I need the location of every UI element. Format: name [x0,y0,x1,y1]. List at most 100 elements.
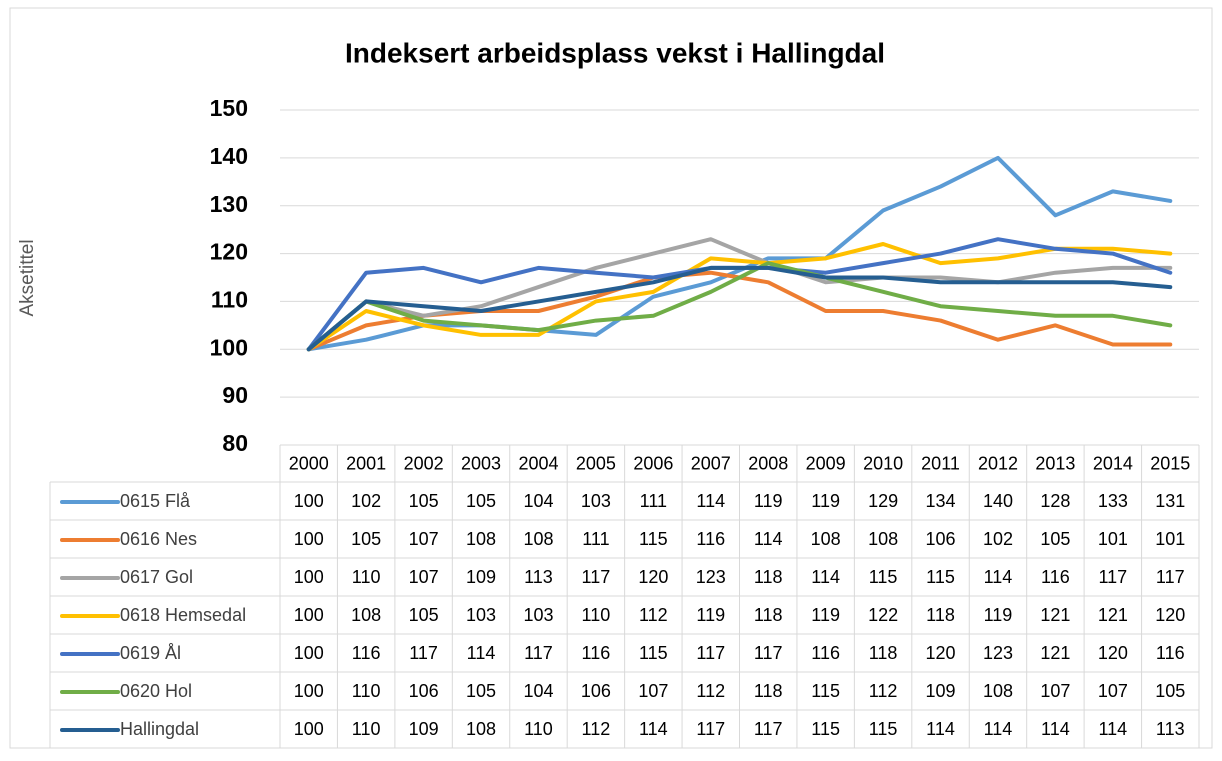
table-value: 117 [409,643,438,663]
table-value: 117 [582,567,611,587]
x-tick-label: 2009 [806,453,846,473]
table-value: 121 [1040,643,1070,663]
table-value: 120 [926,643,956,663]
table-value: 100 [294,719,324,739]
table-value: 110 [524,719,553,739]
table-value: 118 [754,681,783,701]
table-value: 114 [639,719,668,739]
table-value: 114 [1098,719,1127,739]
table-value: 117 [1156,567,1185,587]
table-value: 115 [639,529,668,549]
table-value: 133 [1098,491,1128,511]
table-value: 103 [581,491,611,511]
table-value: 114 [1041,719,1070,739]
legend-label: Hallingdal [120,719,199,739]
table-value: 121 [1098,605,1128,625]
table-value: 112 [869,681,898,701]
table-value: 119 [811,491,840,511]
chart-title: Indeksert arbeidsplass vekst i Hallingda… [345,37,885,68]
table-value: 117 [754,643,783,663]
y-tick-label: 90 [222,382,248,408]
table-value: 112 [696,681,725,701]
x-tick-label: 2015 [1150,453,1190,473]
x-tick-label: 2012 [978,453,1018,473]
table-value: 129 [868,491,898,511]
table-value: 105 [351,529,381,549]
table-value: 105 [466,681,496,701]
table-value: 140 [983,491,1013,511]
table-value: 120 [1098,643,1128,663]
table-value: 108 [523,529,553,549]
table-value: 116 [582,643,611,663]
table-value: 117 [696,719,725,739]
table-value: 107 [1040,681,1070,701]
series-line [306,265,1173,352]
table-value: 119 [811,605,840,625]
table-value: 106 [926,529,956,549]
table-value: 123 [983,643,1013,663]
x-tick-label: 2000 [289,453,329,473]
table-value: 108 [466,529,496,549]
table-value: 120 [638,567,668,587]
x-tick-label: 2006 [633,453,673,473]
table-value: 116 [811,643,840,663]
table-value: 108 [351,605,381,625]
table-value: 103 [523,605,553,625]
table-value: 116 [696,529,725,549]
table-value: 114 [696,491,725,511]
table-value: 109 [926,681,956,701]
table-value: 119 [696,605,725,625]
table-value: 109 [466,567,496,587]
table-value: 121 [1040,605,1070,625]
y-tick-label: 80 [222,430,248,456]
table-value: 105 [1040,529,1070,549]
x-tick-label: 2011 [921,453,960,473]
table-value: 100 [294,491,324,511]
table-value: 113 [524,567,553,587]
table-value: 115 [811,681,840,701]
table-value: 134 [926,491,956,511]
table-value: 108 [466,719,496,739]
table-value: 106 [581,681,611,701]
table-value: 117 [696,643,725,663]
table-value: 114 [811,567,840,587]
table-value: 116 [352,643,381,663]
chart-border [9,7,1213,749]
table-value: 118 [926,605,955,625]
table-value: 114 [754,529,783,549]
series-line [306,155,1173,352]
table-value: 128 [1040,491,1070,511]
legend-label: 0619 Ål [120,643,181,663]
series-line [306,242,1173,352]
legend-label: 0620 Hol [120,681,192,701]
x-tick-label: 2013 [1035,453,1075,473]
table-value: 107 [638,681,668,701]
table-value: 102 [983,529,1013,549]
table-value: 106 [409,681,439,701]
table-value: 118 [754,567,783,587]
x-tick-label: 2004 [518,453,558,473]
x-tick-label: 2003 [461,453,501,473]
table-value: 104 [523,681,553,701]
table-value: 107 [409,567,439,587]
y-tick-label: 130 [210,191,248,217]
table-value: 105 [409,605,439,625]
y-tick-label: 150 [210,95,248,121]
table-value: 102 [351,491,381,511]
table-value: 122 [868,605,898,625]
table-value: 101 [1155,529,1185,549]
table-value: 100 [294,567,324,587]
y-tick-label: 100 [210,334,248,360]
table-value: 115 [926,567,955,587]
legend-label: 0617 Gol [120,567,193,587]
table-value: 105 [1155,681,1185,701]
table-value: 100 [294,605,324,625]
table-value: 120 [1155,605,1185,625]
table-value: 118 [869,643,898,663]
table-value: 112 [639,605,668,625]
table-value: 100 [294,643,324,663]
x-tick-label: 2014 [1093,453,1133,473]
table-value: 108 [983,681,1013,701]
table-value: 104 [523,491,553,511]
table-value: 114 [984,719,1013,739]
